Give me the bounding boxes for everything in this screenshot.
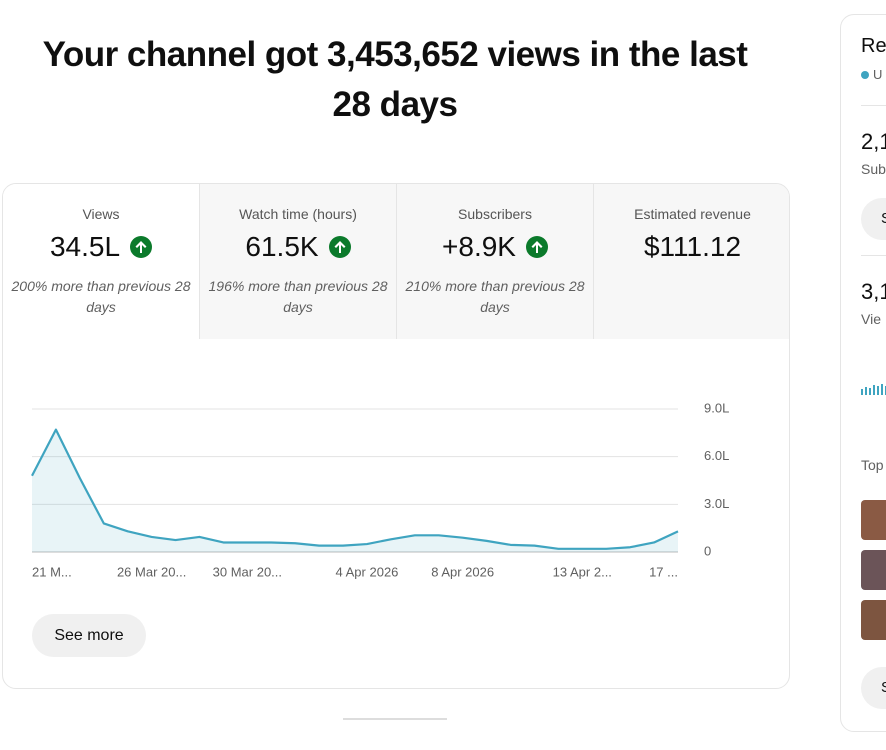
metric-value-row: +8.9K (397, 230, 593, 264)
stat-value: 3,1 (861, 279, 886, 304)
metric-value-row: 34.5L (3, 230, 199, 264)
metric-value-row: $111.12 (594, 230, 789, 264)
metric-tab[interactable]: Estimated revenue $111.12 (594, 184, 789, 339)
analytics-card: Views 34.5L 200% more than previous 28 day… (2, 183, 790, 689)
divider (861, 255, 886, 256)
metric-value: $111.12 (643, 231, 742, 262)
status-dot (861, 71, 869, 79)
section-title: Top (861, 457, 884, 473)
side-title: Re (861, 35, 886, 57)
metric-value: +8.9K (442, 231, 516, 262)
metric-tab[interactable]: Subscribers +8.9K 210% more than previous … (397, 184, 594, 339)
side-subtitle: U (861, 67, 882, 82)
scroll-indicator (343, 718, 447, 720)
up-arrow-icon (328, 236, 351, 258)
stat-value: 2,1 (861, 129, 886, 154)
metric-label: Views (82, 206, 120, 222)
side-subtitle-text: U (873, 67, 883, 82)
stat-label: Sub (861, 161, 886, 177)
metric-change: 196% more than previous 28 days (208, 278, 388, 315)
metric-label: Subscribers (458, 206, 532, 222)
side-button[interactable]: S (861, 198, 886, 240)
thumbnail[interactable] (861, 600, 886, 640)
see-more-button[interactable]: See more (32, 614, 146, 657)
metric-value: 34.5L (49, 231, 121, 262)
metric-change: 200% more than previous 28 days (11, 278, 191, 315)
metric-tab[interactable]: Watch time (hours) 61.5K 196% more than pr… (200, 184, 397, 339)
up-arrow-icon (130, 236, 153, 258)
icon-arrow (135, 241, 147, 253)
icon-arrow (531, 241, 543, 253)
mini-chart (861, 384, 886, 395)
side-panel: Re U 2,1 Sub S 3,1 Vie Top S (840, 14, 886, 732)
thumbnail[interactable] (861, 500, 886, 540)
divider (861, 105, 886, 106)
icon-arrow (334, 241, 346, 253)
metric-label: Watch time (hours) (239, 206, 357, 222)
up-arrow-icon (525, 236, 548, 258)
thumbnail[interactable] (861, 550, 886, 590)
metric-value: 61.5K (245, 231, 319, 262)
side-button[interactable]: S (861, 667, 886, 709)
headline: Your channel got 3,453,652 views in the … (42, 35, 748, 124)
stat-label: Vie (861, 311, 881, 327)
metric-value-row: 61.5K (200, 230, 396, 264)
metric-change: 210% more than previous 28 days (405, 278, 585, 315)
metric-tab[interactable]: Views 34.5L 200% more than previous 28 day… (3, 184, 200, 339)
metric-label: Estimated revenue (634, 206, 751, 222)
